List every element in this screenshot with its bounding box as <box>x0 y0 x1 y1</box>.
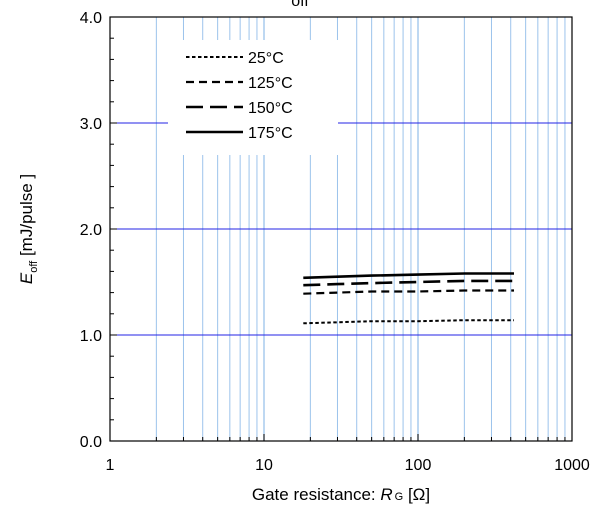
x-tick-label: 10 <box>255 457 273 474</box>
legend-label-0: 25°C <box>248 50 284 67</box>
legend: 25°C 125°C 150°C 175°C <box>186 50 293 142</box>
y-tick-label: 0.0 <box>80 434 102 451</box>
series-line-1 <box>303 289 514 295</box>
y-tick-labels: 0.0 1.0 2.0 3.0 4.0 <box>80 10 102 451</box>
x-axis-title-unit: [Ω] <box>403 485 430 504</box>
legend-box <box>168 40 338 155</box>
legend-label-3: 175°C <box>248 125 293 142</box>
series-line-2 <box>303 279 514 287</box>
chart-title-fragment: off <box>291 0 309 10</box>
x-tick-labels: 1 10 100 1000 <box>106 457 590 474</box>
series-layer <box>303 272 514 325</box>
legend-label-1: 125°C <box>248 75 293 92</box>
x-tick-label: 1 <box>106 457 115 474</box>
y-axis-title-symbol: E <box>17 272 36 284</box>
legend-label-2: 150°C <box>248 100 293 117</box>
y-tick-label: 4.0 <box>80 10 102 27</box>
x-axis-title-sub: G <box>395 491 404 503</box>
series-line-3 <box>303 272 514 280</box>
y-axis-title-sub: off <box>28 260 40 273</box>
y-tick-label: 3.0 <box>80 116 102 133</box>
y-tick-label: 1.0 <box>80 328 102 345</box>
y-axis-title: Eoff [mJ/pulse ] <box>17 174 40 284</box>
series-line-0 <box>303 319 514 325</box>
x-axis-title-prefix: Gate resistance: <box>252 485 381 504</box>
y-axis-title-unit: [mJ/pulse ] <box>17 174 36 261</box>
x-tick-label: 1000 <box>554 457 590 474</box>
x-tick-label: 100 <box>405 457 432 474</box>
axis-ticks <box>109 16 573 442</box>
y-tick-label: 2.0 <box>80 222 102 239</box>
x-axis-title-symbol: R <box>380 485 392 504</box>
